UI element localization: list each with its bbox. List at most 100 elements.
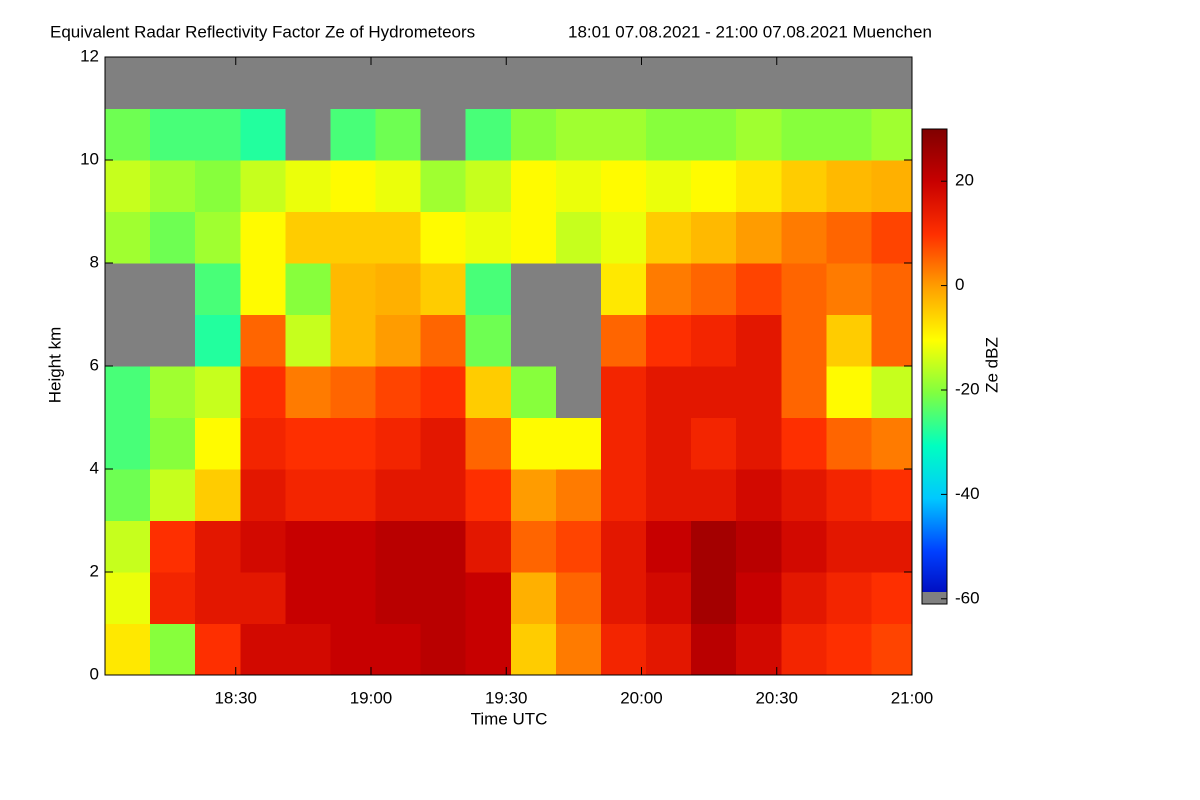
- heatmap-cell: [600, 469, 647, 521]
- heatmap-cell: [871, 314, 912, 367]
- heatmap-cell: [691, 211, 737, 264]
- heatmap-cell: [195, 211, 241, 264]
- heatmap-cell: [105, 572, 151, 624]
- heatmap-cell: [285, 263, 331, 315]
- heatmap-cell: [555, 57, 602, 109]
- heatmap-cell: [510, 57, 557, 109]
- colorbar-missing: [922, 592, 947, 604]
- heatmap-cell: [285, 366, 331, 418]
- heatmap-cell: [826, 57, 872, 109]
- heatmap-cell: [375, 469, 422, 521]
- heatmap-cell: [240, 469, 286, 521]
- heatmap-cell: [330, 469, 377, 521]
- heatmap-cell: [420, 108, 467, 161]
- heatmap-cell: [330, 160, 377, 212]
- heatmap-cell: [465, 366, 512, 418]
- heatmap-cell: [781, 469, 827, 521]
- heatmap-cell: [736, 520, 782, 573]
- heatmap-cell: [691, 160, 737, 212]
- heatmap-cell: [375, 160, 422, 212]
- heatmap-cell: [150, 263, 196, 315]
- y-tick-label: 0: [90, 664, 99, 683]
- heatmap-cell: [555, 160, 602, 212]
- heatmap-cell: [285, 314, 331, 367]
- heatmap-cell: [600, 572, 647, 624]
- heatmap-cell: [781, 57, 827, 109]
- heatmap-cell: [465, 160, 512, 212]
- heatmap-cell: [781, 623, 827, 675]
- heatmap-cell: [330, 623, 377, 675]
- heatmap-cell: [375, 366, 422, 418]
- heatmap-cell: [600, 366, 647, 418]
- heatmap-cell: [105, 263, 151, 315]
- colorbar-tick-label: -40: [955, 484, 980, 503]
- heatmap-cell: [600, 263, 647, 315]
- heatmap-cell: [465, 314, 512, 367]
- heatmap-cell: [195, 57, 241, 109]
- heatmap-cell: [105, 469, 151, 521]
- y-tick-label: 4: [90, 458, 99, 477]
- heatmap-cell: [736, 417, 782, 470]
- heatmap-cell: [105, 160, 151, 212]
- heatmap-cell: [871, 160, 912, 212]
- heatmap-cell: [781, 366, 827, 418]
- heatmap-cell: [330, 211, 377, 264]
- heatmap-cell: [465, 417, 512, 470]
- colorbar-frame: [921, 128, 948, 605]
- heatmap-cell: [871, 211, 912, 264]
- heatmap-cell: [646, 211, 692, 264]
- heatmap-cell: [826, 211, 872, 264]
- heatmap-cell: [826, 160, 872, 212]
- heatmap-cell: [240, 572, 286, 624]
- heatmap-cell: [646, 314, 692, 367]
- heatmap-cell: [781, 520, 827, 573]
- heatmap-cell: [420, 469, 467, 521]
- heatmap-cell: [781, 314, 827, 367]
- heatmap-cell: [240, 57, 286, 109]
- colorbar-tick-label: 20: [955, 171, 974, 190]
- heatmap-cell: [826, 108, 872, 161]
- heatmap-cell: [240, 417, 286, 470]
- heatmap-cell: [736, 314, 782, 367]
- heatmap-cell: [871, 520, 912, 573]
- heatmap-cell: [195, 366, 241, 418]
- x-tick-label: 21:00: [891, 688, 934, 707]
- heatmap-cell: [871, 366, 912, 418]
- heatmap-cell: [691, 314, 737, 367]
- chart-title: Equivalent Radar Reflectivity Factor Ze …: [50, 22, 475, 41]
- heatmap-cell: [195, 520, 241, 573]
- heatmap-cell: [600, 57, 647, 109]
- heatmap-cell: [465, 263, 512, 315]
- heatmap-cell: [736, 160, 782, 212]
- x-tick-label: 19:00: [350, 688, 393, 707]
- heatmap-cell: [465, 572, 512, 624]
- heatmap-cell: [150, 366, 196, 418]
- heatmap-cell: [105, 211, 151, 264]
- heatmap-cell: [646, 520, 692, 573]
- heatmap-cell: [871, 263, 912, 315]
- heatmap-cell: [285, 417, 331, 470]
- heatmap-cell: [240, 211, 286, 264]
- heatmap-cell: [465, 57, 512, 109]
- heatmap-cell: [691, 108, 737, 161]
- heatmap-cell: [600, 520, 647, 573]
- heatmap-cell: [420, 623, 467, 675]
- heatmap-cell: [285, 211, 331, 264]
- heatmap-cell: [781, 417, 827, 470]
- heatmap-cell: [646, 623, 692, 675]
- heatmap-cell: [555, 469, 602, 521]
- heatmap-cell: [420, 211, 467, 264]
- heatmap-cell: [826, 314, 872, 367]
- heatmap-cell: [420, 263, 467, 315]
- heatmap-cell: [510, 160, 557, 212]
- heatmap-cell: [736, 366, 782, 418]
- heatmap-cell: [285, 623, 331, 675]
- heatmap-cell: [150, 160, 196, 212]
- heatmap-cell: [691, 366, 737, 418]
- heatmap-cell: [105, 520, 151, 573]
- y-tick-label: 8: [90, 252, 99, 271]
- heatmap-cell: [465, 211, 512, 264]
- heatmap-cell: [871, 57, 912, 109]
- heatmap-cell: [375, 314, 422, 367]
- heatmap-cell: [646, 469, 692, 521]
